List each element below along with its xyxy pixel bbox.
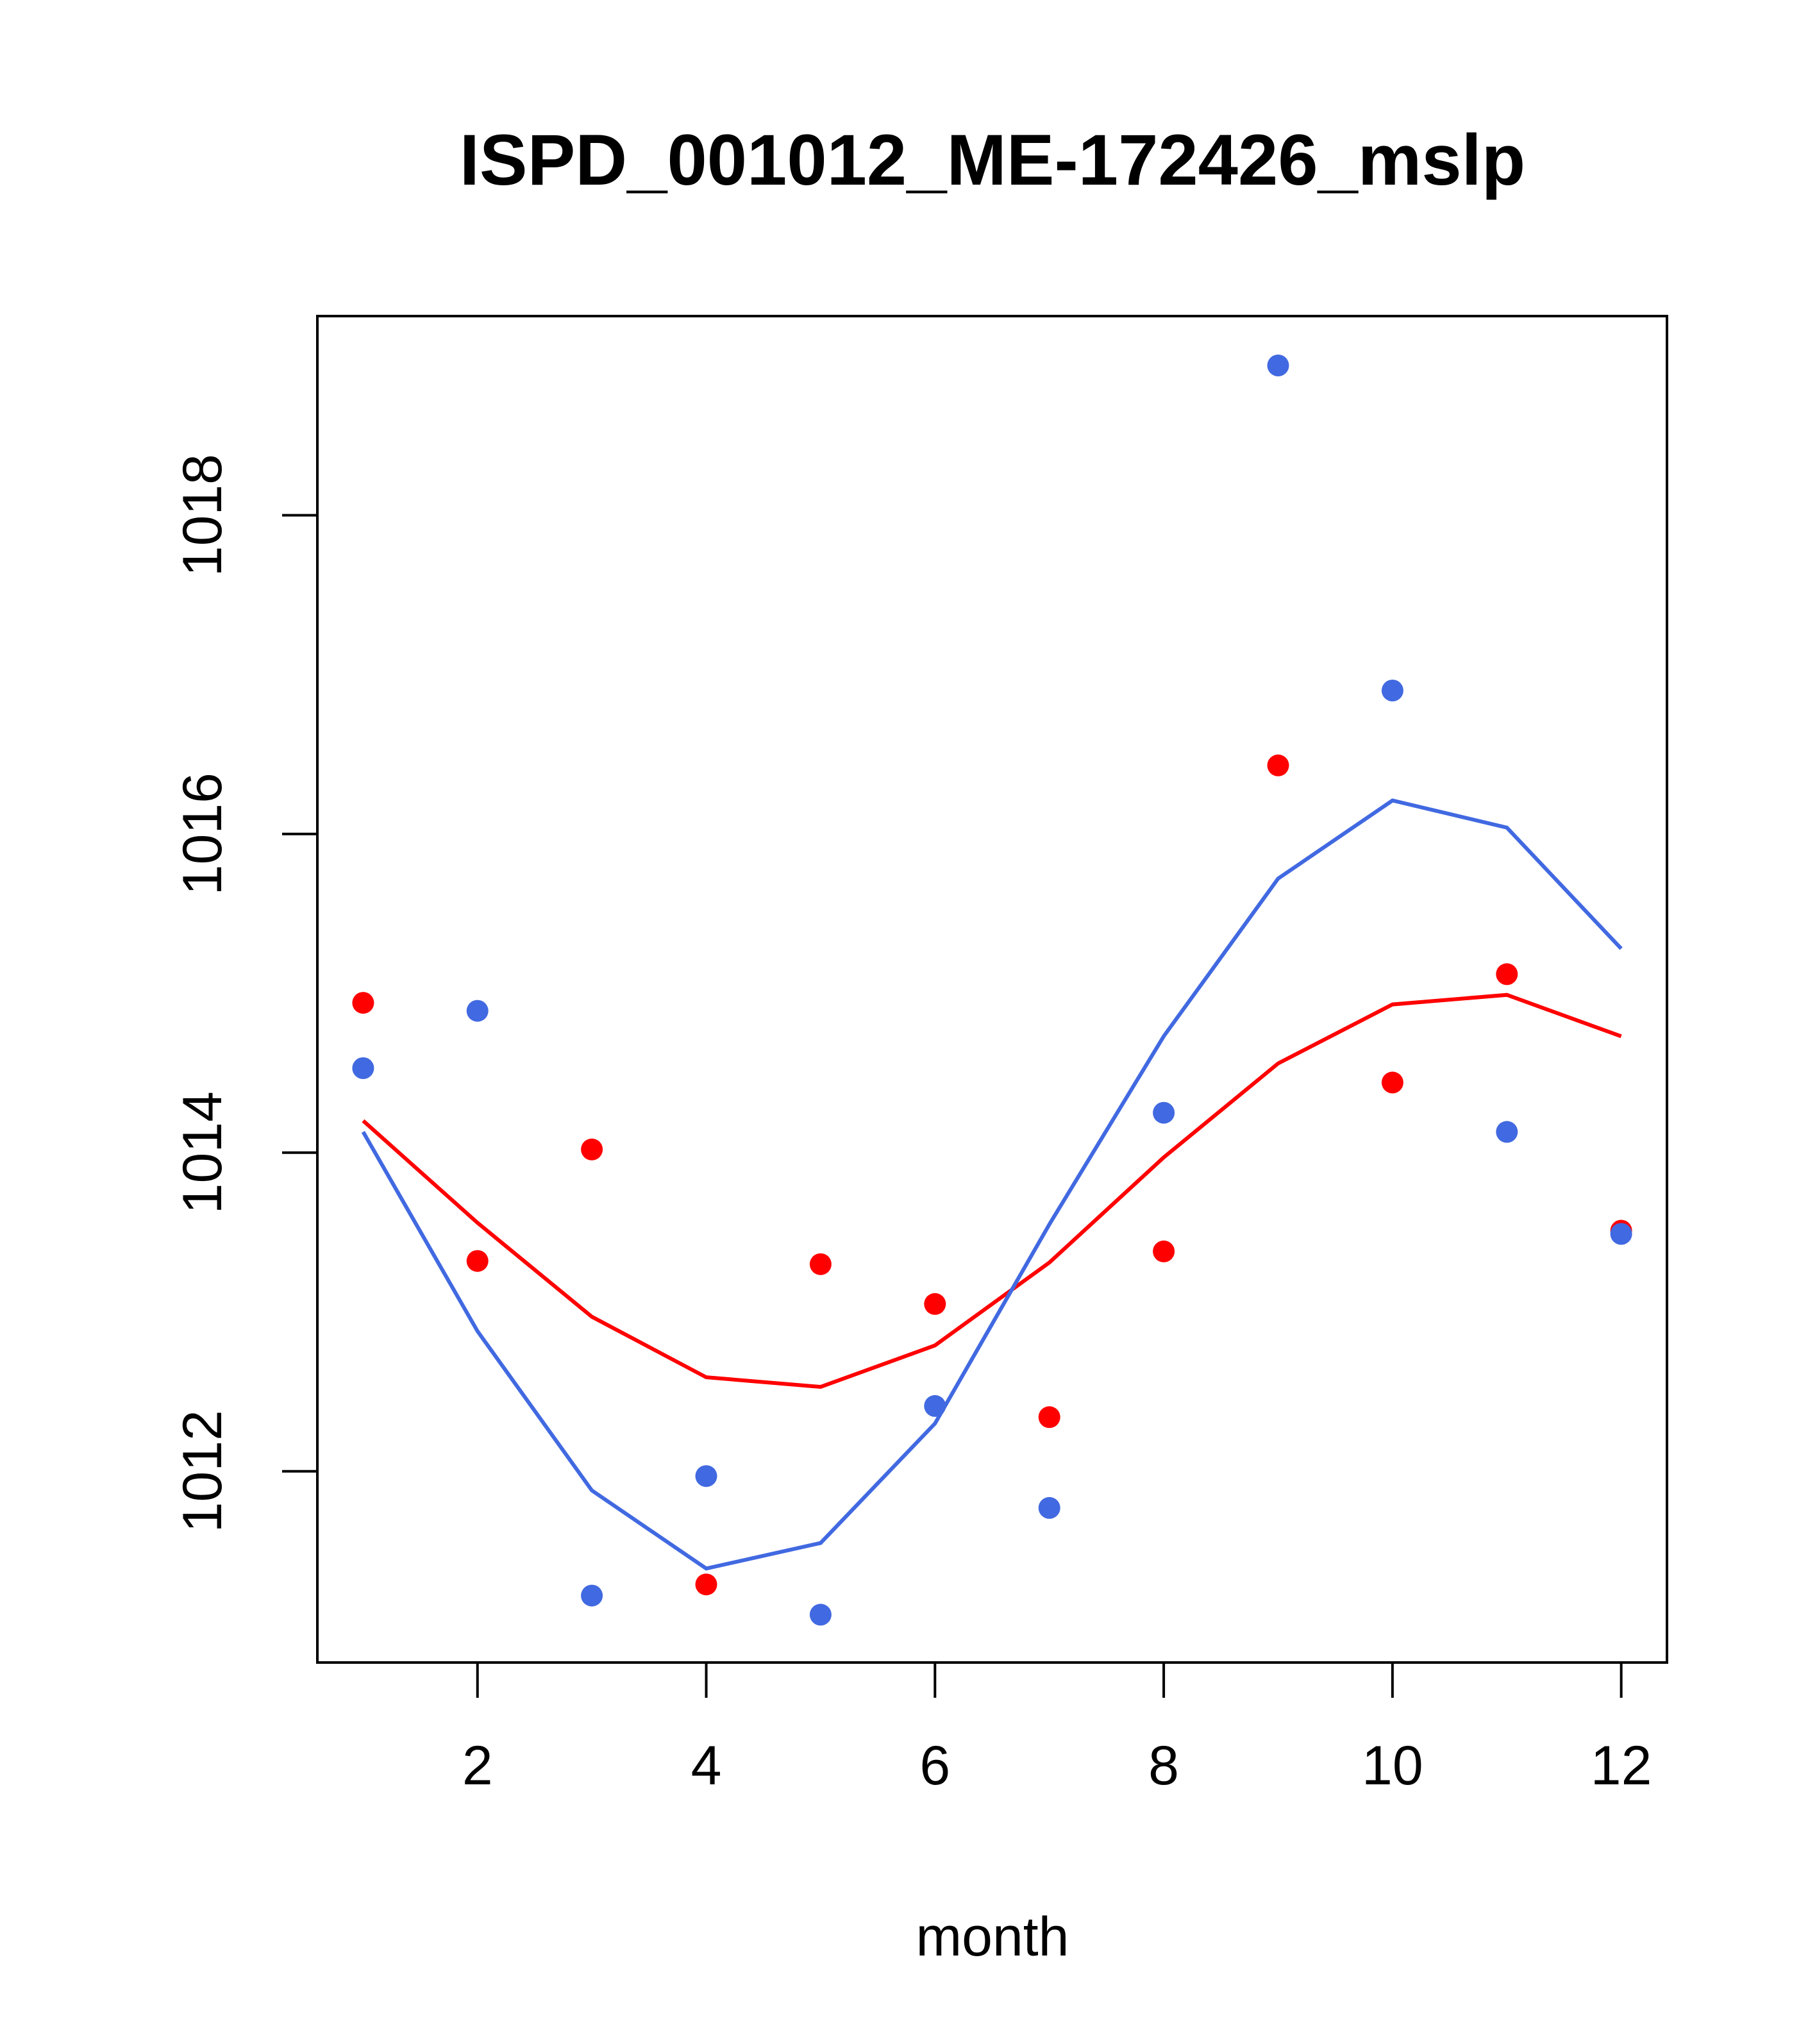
data-point: [1153, 1102, 1175, 1124]
x-tick-label: 4: [691, 1735, 722, 1797]
x-tick-label: 10: [1362, 1735, 1423, 1797]
data-point: [581, 1584, 603, 1607]
data-point: [1267, 754, 1289, 776]
data-point: [352, 1057, 374, 1079]
data-point: [695, 1465, 717, 1487]
data-point: [466, 1000, 489, 1022]
y-tick-label: 1018: [172, 454, 233, 576]
x-axis-label: month: [916, 1906, 1069, 1968]
data-point: [352, 992, 374, 1014]
data-point: [1038, 1406, 1060, 1428]
data-point: [1381, 680, 1403, 701]
x-tick-label: 2: [462, 1735, 493, 1797]
data-point: [695, 1573, 717, 1596]
y-tick-label: 1016: [172, 773, 233, 895]
y-tick-label: 1012: [172, 1410, 233, 1532]
data-point: [581, 1138, 603, 1160]
data-point: [924, 1395, 946, 1417]
data-point: [1496, 1121, 1518, 1143]
data-point: [809, 1253, 832, 1275]
x-axis: 2 4 6 8 10 12: [462, 1661, 1652, 1797]
data-point: [466, 1250, 489, 1272]
chart-title: ISPD_001012_ME-172426_mslp: [460, 120, 1525, 200]
series-line-2: [362, 993, 1622, 1389]
series-line-3: [361, 798, 1623, 1571]
data-point: [809, 1604, 832, 1626]
y-tick-label: 1014: [172, 1091, 233, 1214]
data-point: [1038, 1496, 1060, 1519]
x-tick-label: 12: [1591, 1735, 1652, 1797]
x-tick-label: 6: [919, 1735, 950, 1797]
data-point: [1496, 963, 1518, 985]
y-axis: 1012 1014 1016 1018: [172, 454, 319, 1532]
data-point: [1381, 1071, 1403, 1094]
series-lines: [361, 798, 1623, 1571]
data-point: [924, 1293, 946, 1315]
data-point: [1610, 1223, 1632, 1245]
data-point: [1153, 1240, 1175, 1262]
plot-frame: [316, 315, 1668, 1664]
x-tick-label: 8: [1148, 1735, 1179, 1797]
data-point: [1267, 355, 1289, 376]
series-points: [352, 355, 1632, 1626]
